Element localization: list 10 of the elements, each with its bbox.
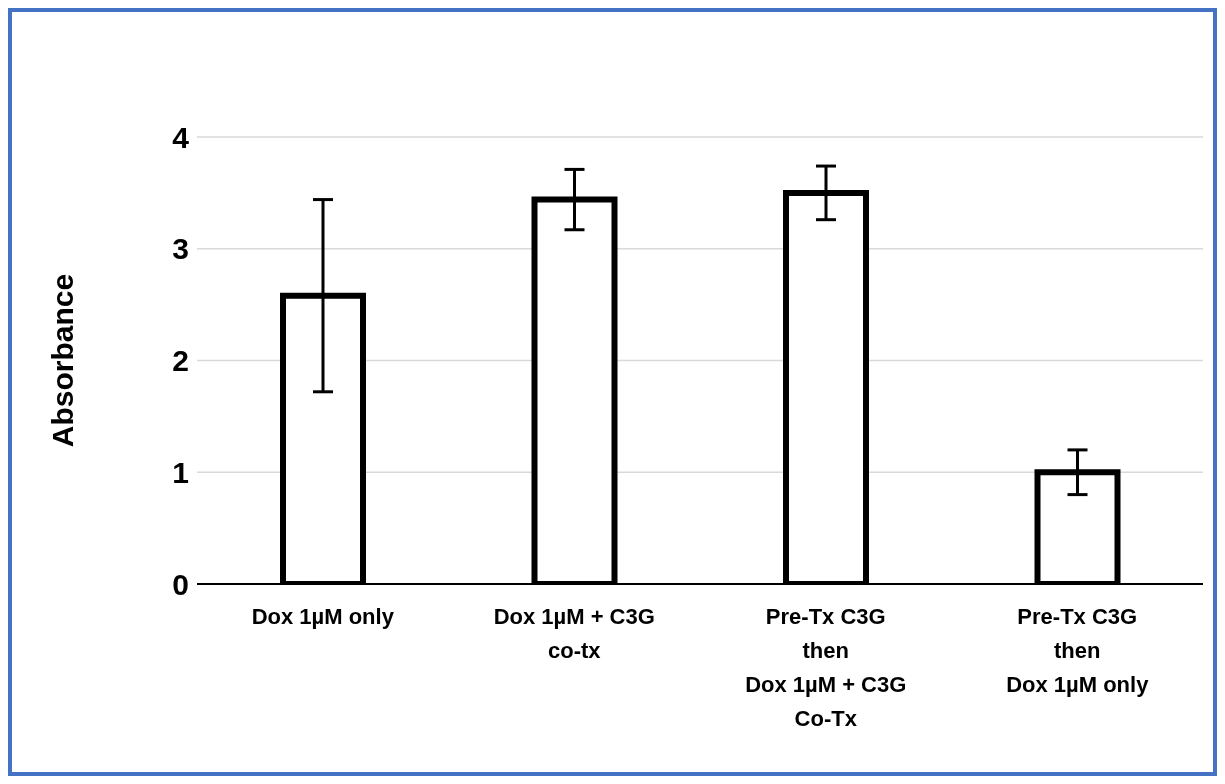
y-tick-label: 2 <box>172 344 189 378</box>
x-tick-label: Pre-Tx C3G then Dox 1µM + C3G Co-Tx <box>745 604 907 731</box>
y-axis-title: Absorbance <box>45 273 79 448</box>
y-tick-label: 0 <box>172 567 189 601</box>
x-tick-label: Dox 1µM + C3G co-tx <box>493 604 655 663</box>
x-tick-label: Pre-Tx C3G then Dox 1µM only <box>1006 604 1150 697</box>
y-tick-label: 4 <box>172 120 190 154</box>
y-tick-label: 3 <box>172 232 189 266</box>
y-tick-label: 1 <box>172 455 189 489</box>
x-tick-label: Dox 1µM only <box>251 604 395 629</box>
